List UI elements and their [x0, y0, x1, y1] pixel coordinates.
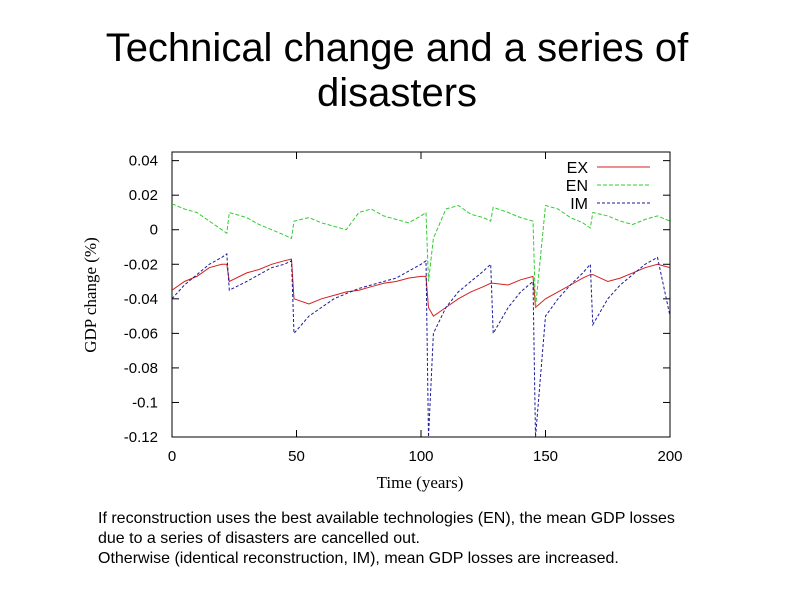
x-axis-ticks: 0 50 100 150 200: [168, 152, 683, 465]
y-tick-label: -0.02: [124, 256, 158, 273]
series-line-im: [172, 252, 670, 437]
y-tick-label: -0.08: [124, 360, 158, 377]
y-tick-label: -0.04: [124, 291, 158, 308]
y-tick-label: -0.1: [132, 394, 158, 411]
legend-label-im: IM: [570, 196, 588, 213]
x-tick-label: 150: [533, 448, 558, 465]
caption-line-3: Otherwise (identical reconstruction, IM)…: [98, 550, 619, 567]
x-tick-label: 0: [168, 448, 176, 465]
x-axis-label: Time (years): [377, 473, 464, 492]
y-axis-label: GDP change (%): [81, 237, 100, 353]
plot-frame: [171, 151, 671, 438]
plot-border: [171, 151, 671, 438]
caption-line-2: due to a series of disasters are cancell…: [98, 530, 420, 547]
legend-label-ex: EX: [567, 160, 589, 177]
y-tick-label: 0.02: [129, 187, 158, 204]
y-tick-label: 0.04: [129, 153, 158, 170]
x-tick-label: 200: [657, 448, 682, 465]
gdp-change-chart: 0.04 0.02 0 -0.02 -0.04 -0.06 -0.08 -0.1 -0.12 0…: [81, 151, 683, 492]
x-tick-label: 50: [288, 448, 305, 465]
y-tick-label: -0.12: [124, 429, 158, 446]
y-axis-ticks: 0.04 0.02 0 -0.02 -0.04 -0.06 -0.08 -0.1 -0.12: [124, 153, 670, 446]
legend-label-en: EN: [566, 178, 588, 195]
slide-title: Technical change and a series of disaste…: [105, 26, 689, 115]
slide-caption: If reconstruction uses the best availabl…: [98, 509, 778, 569]
y-tick-label: -0.06: [124, 325, 158, 342]
x-tick-label: 100: [408, 448, 433, 465]
series-line-ex: [172, 258, 670, 317]
series-lines: [172, 203, 670, 437]
series-line-en: [172, 203, 670, 308]
y-tick-label: 0: [150, 222, 158, 239]
caption-line-1: If reconstruction uses the best availabl…: [98, 510, 675, 527]
